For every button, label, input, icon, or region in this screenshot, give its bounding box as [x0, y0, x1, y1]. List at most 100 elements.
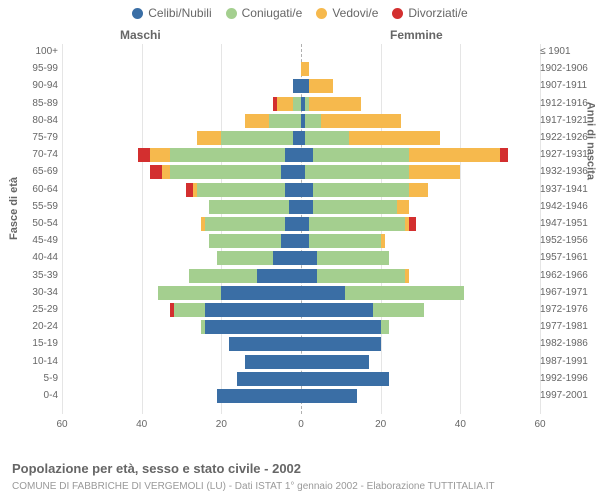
birth-year-label: 1942-1946 — [540, 201, 596, 212]
legend-dot — [132, 8, 143, 19]
bar-segment — [301, 62, 309, 76]
female-bar — [301, 217, 416, 231]
bar-segment — [205, 217, 285, 231]
birth-year-label: 1917-1921 — [540, 115, 596, 126]
age-label: 100+ — [24, 46, 58, 57]
y-axis-left-label: Fasce di età — [8, 177, 20, 240]
pyramid-row — [62, 78, 540, 95]
bar-segment — [174, 303, 206, 317]
bar-segment — [189, 269, 257, 283]
legend-label: Coniugati/e — [242, 6, 303, 20]
male-bar — [229, 337, 301, 351]
male-bar — [217, 251, 301, 265]
male-bar — [170, 303, 301, 317]
bar-segment — [186, 183, 194, 197]
bar-segment — [217, 251, 273, 265]
pyramid-row — [62, 233, 540, 250]
male-bar — [201, 320, 301, 334]
pyramid-row — [62, 354, 540, 371]
pyramid-row — [62, 61, 540, 78]
birth-year-label: 1937-1941 — [540, 184, 596, 195]
bar-segment — [381, 320, 389, 334]
male-bar — [201, 217, 301, 231]
female-bar — [301, 183, 428, 197]
male-bar — [189, 269, 301, 283]
bar-segment — [309, 79, 333, 93]
female-bar — [301, 251, 389, 265]
bar-segment — [209, 234, 281, 248]
x-tick-label: 20 — [216, 419, 227, 430]
birth-year-label: 1927-1931 — [540, 149, 596, 160]
birth-year-label: 1912-1916 — [540, 98, 596, 109]
bar-segment — [301, 320, 381, 334]
bar-segment — [409, 148, 501, 162]
age-label: 50-54 — [24, 218, 58, 229]
bar-segment — [217, 389, 301, 403]
chart-subcaption: COMUNE DI FABBRICHE DI VERGEMOLI (LU) - … — [12, 481, 495, 492]
bar-segment — [289, 200, 301, 214]
pyramid-row — [62, 96, 540, 113]
x-tick-label: 0 — [298, 419, 304, 430]
bar-segment — [273, 251, 301, 265]
female-bar — [301, 355, 369, 369]
pyramid-row — [62, 182, 540, 199]
bar-segment — [405, 269, 409, 283]
bar-segment — [245, 114, 269, 128]
pyramid-row — [62, 164, 540, 181]
birth-year-label: 1977-1981 — [540, 321, 596, 332]
bar-segment — [321, 114, 401, 128]
birth-year-label: 1957-1961 — [540, 252, 596, 263]
bar-segment — [209, 200, 289, 214]
female-bar — [301, 286, 464, 300]
legend: Celibi/NubiliConiugati/eVedovi/eDivorzia… — [0, 0, 600, 20]
age-label: 40-44 — [24, 252, 58, 263]
birth-year-label: 1922-1926 — [540, 132, 596, 143]
female-bar — [301, 97, 361, 111]
bar-segment — [229, 337, 301, 351]
male-bar — [197, 131, 301, 145]
male-bar — [138, 148, 301, 162]
bar-segment — [301, 148, 313, 162]
legend-label: Vedovi/e — [332, 6, 378, 20]
age-label: 20-24 — [24, 321, 58, 332]
bar-segment — [309, 217, 405, 231]
male-bar — [209, 234, 301, 248]
female-bar — [301, 372, 389, 386]
male-bar — [245, 114, 301, 128]
bar-segment — [285, 183, 301, 197]
age-label: 10-14 — [24, 356, 58, 367]
age-label: 30-34 — [24, 287, 58, 298]
female-bar — [301, 269, 409, 283]
bar-segment — [301, 234, 309, 248]
age-label: 75-79 — [24, 132, 58, 143]
pyramid-row — [62, 147, 540, 164]
birth-year-label: 1932-1936 — [540, 166, 596, 177]
bar-segment — [301, 251, 317, 265]
bar-segment — [245, 355, 301, 369]
bar-segment — [313, 148, 409, 162]
birth-year-label: 1997-2001 — [540, 390, 596, 401]
male-bar — [273, 97, 301, 111]
birth-year-label: 1992-1996 — [540, 373, 596, 384]
age-label: 25-29 — [24, 304, 58, 315]
bar-segment — [293, 97, 301, 111]
female-bar — [301, 114, 401, 128]
bar-segment — [317, 269, 405, 283]
birth-year-label: 1967-1971 — [540, 287, 596, 298]
bar-segment — [317, 251, 389, 265]
bar-segment — [301, 337, 381, 351]
bar-segment — [301, 269, 317, 283]
pyramid-row — [62, 113, 540, 130]
pyramid-row — [62, 199, 540, 216]
bar-segment — [285, 217, 301, 231]
legend-label: Celibi/Nubili — [148, 6, 211, 20]
birth-year-label: 1982-1986 — [540, 338, 596, 349]
pyramid-row — [62, 44, 540, 61]
bar-segment — [170, 165, 282, 179]
chart-caption: Popolazione per età, sesso e stato civil… — [12, 461, 301, 476]
bar-segment — [285, 148, 301, 162]
bar-segment — [158, 286, 222, 300]
birth-year-label: 1962-1966 — [540, 270, 596, 281]
bar-segment — [397, 200, 409, 214]
birth-year-label: 1972-1976 — [540, 304, 596, 315]
